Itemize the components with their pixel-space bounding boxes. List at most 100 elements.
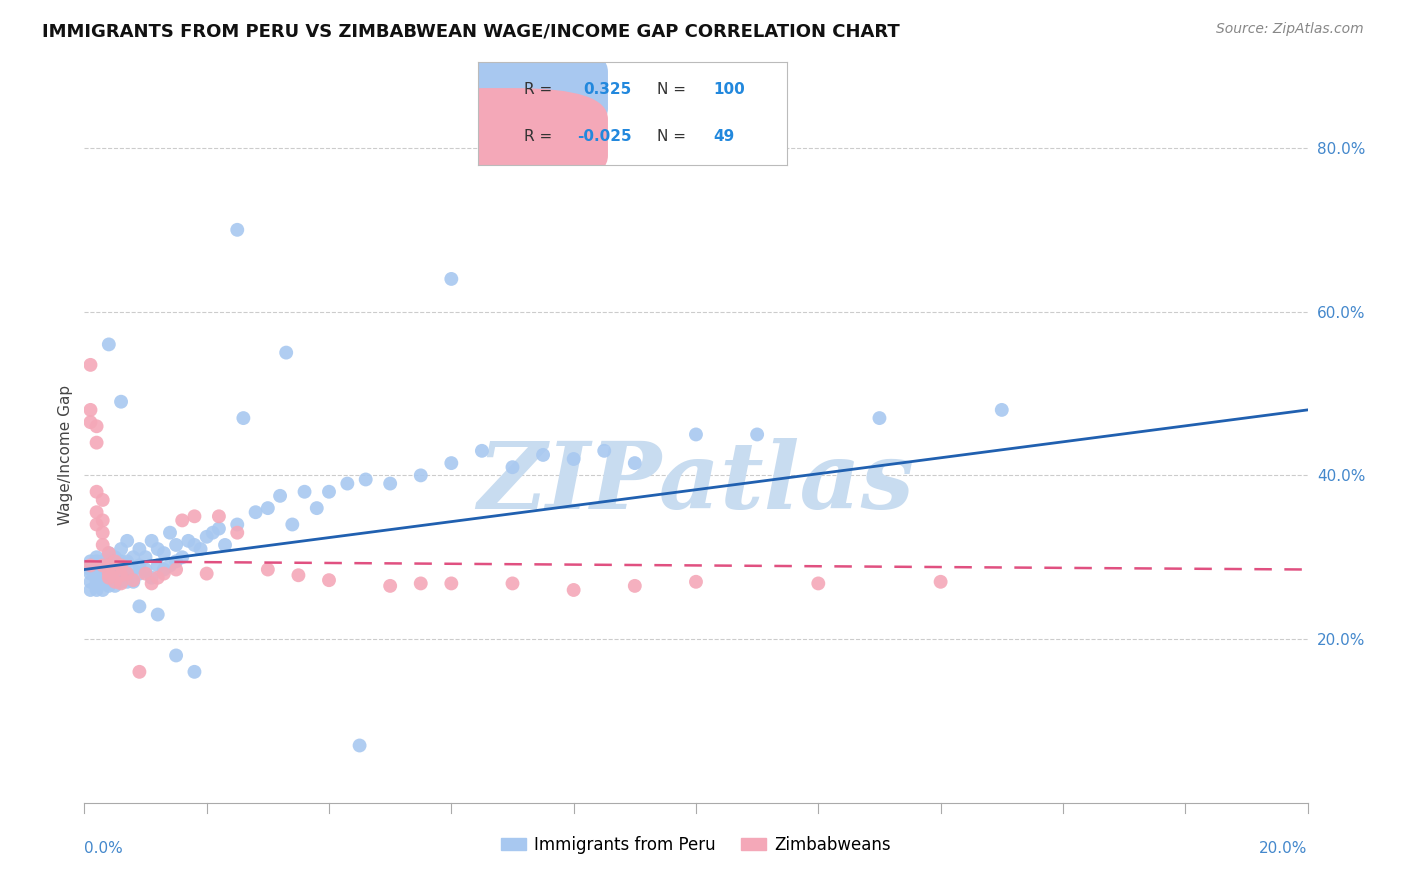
Point [146,607,169,622]
Point [593,443,616,458]
Point [86,435,108,450]
Point [104,579,127,593]
Point [208,522,231,536]
Point [91,525,114,540]
Point [177,533,200,548]
Point [110,558,132,573]
Point [115,566,138,581]
Point [165,538,187,552]
Point [86,566,108,581]
Point [257,501,280,516]
Point [97,546,120,560]
Text: 100: 100 [713,82,745,97]
Point [104,562,127,576]
Point [562,452,585,467]
Point [115,554,138,568]
Text: ZIPatlas: ZIPatlas [478,438,914,528]
Point [153,546,176,560]
Point [97,562,120,576]
Point [214,538,236,552]
Point [122,562,145,576]
Point [336,476,359,491]
Point [91,566,114,581]
Point [195,530,218,544]
Point [409,576,432,591]
Point [354,473,377,487]
Point [97,337,120,351]
Legend: Immigrants from Peru, Zimbabweans: Immigrants from Peru, Zimbabweans [495,830,897,861]
Point [165,648,187,663]
Point [146,542,169,557]
Point [226,223,249,237]
Point [471,443,494,458]
Point [128,599,150,614]
Point [79,403,101,417]
Text: IMMIGRANTS FROM PERU VS ZIMBABWEAN WAGE/INCOME GAP CORRELATION CHART: IMMIGRANTS FROM PERU VS ZIMBABWEAN WAGE/… [42,22,900,40]
Point [135,550,157,565]
Point [349,739,371,753]
Point [86,517,108,532]
Point [440,576,463,591]
Point [747,427,769,442]
Text: R =: R = [524,129,553,145]
Point [195,566,218,581]
Point [153,566,176,581]
Point [91,571,114,585]
Point [190,542,212,557]
Point [104,574,127,589]
Point [294,484,316,499]
Point [624,579,647,593]
Point [440,272,463,286]
Point [86,550,108,565]
Point [79,558,101,573]
Point [104,550,127,565]
Text: N =: N = [658,82,686,97]
Point [86,558,108,573]
Point [685,574,707,589]
Point [183,509,205,524]
Point [122,550,145,565]
Point [685,427,707,442]
Point [226,525,249,540]
Point [172,513,194,527]
Point [153,562,176,576]
Point [97,554,120,568]
Point [502,576,524,591]
Text: N =: N = [658,129,686,145]
Point [165,554,187,568]
Point [135,562,157,576]
Text: 49: 49 [713,129,734,145]
Point [165,562,187,576]
Point [97,566,120,581]
Point [86,582,108,597]
Point [91,582,114,597]
Text: R =: R = [524,82,553,97]
Point [380,579,402,593]
Point [128,665,150,679]
Point [97,579,120,593]
Point [97,546,120,560]
Point [991,403,1014,417]
Point [141,533,163,548]
Point [869,411,891,425]
Point [91,558,114,573]
Point [440,456,463,470]
Point [91,558,114,573]
Point [91,492,114,507]
Point [110,542,132,557]
Point [110,576,132,591]
Text: Source: ZipAtlas.com: Source: ZipAtlas.com [1216,22,1364,37]
Point [159,525,181,540]
Point [104,554,127,568]
Point [110,562,132,576]
FancyBboxPatch shape [391,88,607,186]
Point [269,489,291,503]
Point [159,558,181,573]
FancyBboxPatch shape [391,41,607,139]
Point [380,476,402,491]
Point [807,576,830,591]
Point [146,571,169,585]
Point [91,562,114,576]
Point [183,665,205,679]
Point [79,415,101,429]
